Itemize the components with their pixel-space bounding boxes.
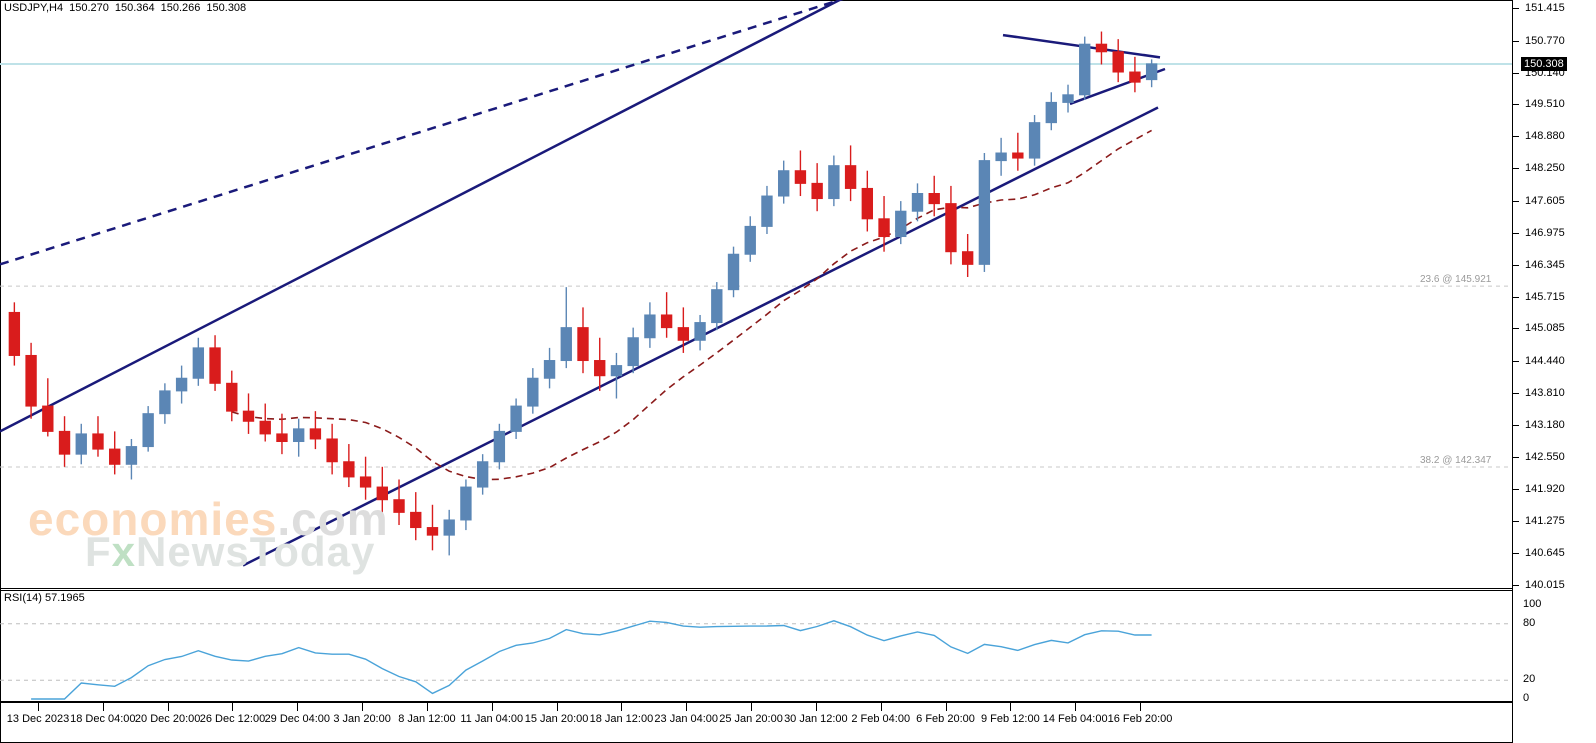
price-axis-label: 146.345 <box>1525 258 1565 271</box>
time-axis-tick <box>102 702 104 711</box>
time-axis-tick <box>815 702 817 711</box>
time-axis-label: 25 Jan 20:00 <box>719 713 783 725</box>
time-axis-tick <box>751 702 753 711</box>
price-axis-tick <box>1513 264 1519 266</box>
rsi-axis-label: 100 <box>1523 598 1542 610</box>
price-axis-label: 149.510 <box>1525 98 1565 111</box>
price-axis-tick <box>1513 136 1519 138</box>
price-axis-tick <box>1513 296 1519 298</box>
time-axis-label: 8 Jan 12:00 <box>398 713 456 725</box>
time-axis-tick <box>1010 702 1012 711</box>
price-chart-pane[interactable]: USDJPY,H4 150.270 150.364 150.266 150.308 ec… <box>0 0 1512 589</box>
time-axis-label: 20 Dec 20:00 <box>134 713 201 725</box>
price-axis-label: 148.880 <box>1525 130 1565 143</box>
time-axis-label: 18 Jan 12:00 <box>589 713 654 725</box>
price-axis-tick <box>1513 200 1519 202</box>
price-axis-tick <box>1513 488 1519 490</box>
rsi-axis-label: 20 <box>1523 673 1536 686</box>
rsi-chart-canvas <box>0 620 1512 700</box>
time-axis-tick <box>38 702 39 711</box>
symbol-label: USDJPY,H4 <box>4 2 64 14</box>
price-axis-tick <box>1513 328 1519 330</box>
time-axis-label: 26 Dec 12:00 <box>199 713 266 725</box>
price-axis-tick <box>1513 168 1519 170</box>
fib-label-382: 38.2 @ 142.347 <box>1420 454 1492 466</box>
time-axis-label: 9 Feb 12:00 <box>980 713 1040 725</box>
price-axis-label: 145.085 <box>1525 322 1565 335</box>
price-axis-tick <box>1513 424 1519 426</box>
price-axis-tick <box>1513 361 1519 363</box>
time-axis-label: 18 Dec 04:00 <box>70 713 136 725</box>
time-axis-tick <box>1140 702 1141 711</box>
time-axis-label: 13 Dec 2023 <box>6 713 70 725</box>
time-axis-label: 30 Jan 12:00 <box>784 713 848 725</box>
price-axis-tick <box>1513 8 1519 9</box>
time-axis-label: 16 Feb 20:00 <box>1107 713 1173 725</box>
time-axis-tick <box>426 702 428 711</box>
time-axis-tick <box>880 702 882 711</box>
time-axis-tick <box>362 702 364 711</box>
rsi-indicator-pane[interactable]: RSI(14) 57.1965 <box>0 590 1512 702</box>
price-axis-label: 143.810 <box>1525 386 1565 399</box>
price-chart-canvas <box>0 0 1512 567</box>
price-axis-label: 141.920 <box>1525 482 1565 495</box>
price-axis-tick <box>1513 392 1519 394</box>
rsi-axis-label: 80 <box>1523 616 1536 629</box>
price-axis-tick <box>1513 72 1519 74</box>
time-axis: 13 Dec 2023 18 Dec 04:00 20 Dec 20:00 26 De… <box>0 702 1512 743</box>
price-axis-tick <box>1513 232 1519 234</box>
price-axis-tick <box>1513 456 1519 458</box>
price-axis-label: 151.415 <box>1525 2 1565 14</box>
open-value: 150.270 <box>69 2 109 14</box>
time-axis-label: 14 Feb 04:00 <box>1042 713 1108 725</box>
time-axis-separator <box>0 702 1512 703</box>
price-axis-tick <box>1513 40 1519 42</box>
price-axis[interactable]: 151.415 150.770 150.140 149.510 148.880 148.2… <box>1512 0 1596 743</box>
time-axis-tick <box>945 702 947 711</box>
time-axis-tick <box>297 702 299 711</box>
current-price-label: 150.308 <box>1521 57 1567 72</box>
price-axis-label: 141.275 <box>1525 515 1565 528</box>
high-value: 150.364 <box>114 2 155 14</box>
price-axis-label: 142.550 <box>1525 450 1565 463</box>
price-axis-label: 146.975 <box>1525 226 1565 239</box>
time-axis-label: 2 Feb 04:00 <box>851 713 911 725</box>
time-axis-tick <box>167 702 169 711</box>
price-axis-label: 145.715 <box>1525 290 1565 303</box>
price-axis-label: 144.440 <box>1525 355 1565 368</box>
price-axis-label: 140.645 <box>1525 547 1565 560</box>
time-axis-label: 3 Jan 20:00 <box>333 713 391 725</box>
time-axis-label: 29 Dec 04:00 <box>264 713 330 725</box>
price-axis-tick <box>1513 104 1519 106</box>
time-axis-tick <box>621 702 623 711</box>
low-value: 150.266 <box>160 2 201 14</box>
time-axis-label: 15 Jan 20:00 <box>524 713 589 725</box>
fib-label-236: 23.6 @ 145.921 <box>1420 274 1492 286</box>
price-axis-label: 140.015 <box>1525 579 1565 591</box>
price-axis-label: 143.180 <box>1525 418 1565 431</box>
time-axis-tick <box>232 702 234 711</box>
quote-header: USDJPY,H4 150.270 150.364 150.266 150.308 <box>4 2 252 14</box>
close-value: 150.308 <box>206 2 247 14</box>
price-axis-tick <box>1513 521 1519 523</box>
time-axis-tick <box>686 702 688 711</box>
price-axis-tick <box>1513 585 1519 586</box>
price-axis-label: 147.605 <box>1525 194 1565 207</box>
time-axis-label: 6 Feb 20:00 <box>916 713 975 725</box>
time-axis-label: 11 Jan 04:00 <box>460 713 524 725</box>
time-axis-label: 23 Jan 04:00 <box>654 713 719 725</box>
time-axis-tick <box>491 702 493 711</box>
rsi-axis-label: 0 <box>1523 692 1530 704</box>
time-axis-tick <box>556 702 558 711</box>
price-axis-label: 148.250 <box>1525 162 1565 175</box>
time-axis-tick <box>1075 702 1077 711</box>
price-axis-tick <box>1513 553 1519 555</box>
rsi-title: RSI(14) 57.1965 <box>4 592 85 604</box>
price-axis-label: 150.770 <box>1525 34 1565 47</box>
